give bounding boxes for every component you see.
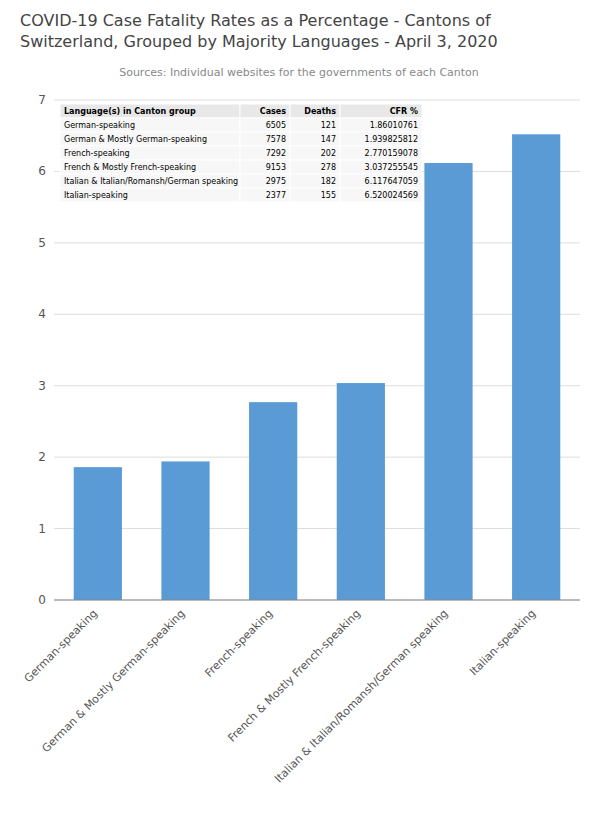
table-cell [240, 174, 290, 188]
table-cell [240, 118, 290, 132]
table-text: French & Mostly French-speaking [64, 163, 196, 172]
table-text: 2975 [266, 177, 286, 186]
grid-line [54, 385, 580, 386]
table-cell [60, 160, 240, 174]
table-text: 182 [321, 177, 336, 186]
table-cell [340, 146, 422, 160]
table-header-cell [290, 104, 340, 118]
grid-line [54, 457, 580, 458]
table-text: 202 [321, 149, 336, 158]
grid-line [54, 314, 580, 315]
title-line: Switzerland, Grouped by Majority Languag… [20, 32, 498, 51]
table-cell [340, 118, 422, 132]
grid-line [54, 528, 580, 529]
table-cell [340, 132, 422, 146]
y-tick-label: 2 [38, 450, 46, 464]
y-tick-label: 3 [38, 379, 46, 393]
subtitle: Sources: Individual websites for the gov… [119, 66, 479, 79]
chart: COVID-19 Case Fatality Rates as a Percen… [0, 0, 598, 832]
bar [424, 163, 472, 600]
x-tick-label: German & Mostly German-speaking [39, 607, 187, 755]
table-text: German & Mostly German-speaking [64, 135, 207, 144]
table-text: 6.520024569 [365, 191, 418, 200]
table-cell [60, 146, 240, 160]
table-text: French-speaking [64, 149, 130, 158]
bar [512, 134, 560, 600]
table-cell [290, 160, 340, 174]
table-cell [240, 132, 290, 146]
bar [337, 383, 385, 600]
table-cell [290, 174, 340, 188]
table-text: 147 [321, 135, 336, 144]
grid-line [54, 242, 580, 243]
table-text: 1.939825812 [365, 135, 418, 144]
table-header-cell [60, 104, 240, 118]
table-text: Italian & Italian/Romansh/German speakin… [64, 177, 238, 186]
x-tick-label: French-speaking [202, 607, 275, 680]
table: Language(s) in Canton group Cases Deaths CF… [60, 104, 422, 202]
table-cell [290, 146, 340, 160]
table-text: 1.86010761 [370, 121, 418, 130]
table-header: Language(s) in Canton group [64, 107, 196, 116]
title: COVID-19 Case Fatality Rates as a Percen… [20, 11, 498, 51]
y-tick-label: 7 [38, 93, 46, 107]
y-tick-label: 4 [38, 307, 46, 321]
table-cell [340, 188, 422, 202]
table-cell [340, 160, 422, 174]
table-text: 2377 [266, 191, 286, 200]
table-cell [290, 188, 340, 202]
table-text: 6.117647059 [365, 177, 418, 186]
table-cell [60, 118, 240, 132]
table-header: CFR % [390, 107, 418, 116]
table-text: 121 [321, 121, 336, 130]
table-text: 278 [321, 163, 336, 172]
x-tick-label: Italian-speaking [467, 607, 538, 678]
table-text: 155 [321, 191, 336, 200]
table-cell [290, 132, 340, 146]
bar [74, 467, 122, 600]
bar [161, 461, 209, 600]
table-header: Cases [260, 107, 286, 116]
table-text: 3.037255545 [365, 163, 418, 172]
y-tick-label: 5 [38, 236, 46, 250]
table-text: 2.770159078 [365, 149, 418, 158]
table-text: German-speaking [64, 121, 135, 130]
grid-line [54, 600, 580, 601]
y-tick-label: 1 [38, 522, 46, 536]
table-text: 7578 [266, 135, 286, 144]
grid-line [54, 100, 580, 101]
bar [249, 402, 297, 600]
bars [74, 134, 561, 600]
table-text: 9153 [266, 163, 286, 172]
table-header-cell [340, 104, 422, 118]
y-tick-label: 0 [38, 593, 46, 607]
title-line: COVID-19 Case Fatality Rates as a Percen… [20, 11, 491, 30]
table-cell [240, 160, 290, 174]
table-cell [60, 132, 240, 146]
table-header: Deaths [304, 107, 336, 116]
table-text: Italian-speaking [64, 191, 128, 200]
table-text: 6505 [266, 121, 286, 130]
x-axis-line [54, 600, 580, 601]
table-text: 7292 [266, 149, 286, 158]
table-cell [60, 174, 240, 188]
table-cell [340, 174, 422, 188]
table-cell [60, 188, 240, 202]
table-cell [240, 146, 290, 160]
x-tick-label: German-speaking [22, 607, 100, 685]
x-tick-label: Italian & Italian/Romansh/German speakin… [272, 607, 450, 785]
table-cell [290, 118, 340, 132]
grid [54, 100, 580, 600]
table-cell [240, 188, 290, 202]
y-tick-label: 6 [38, 164, 46, 178]
table-header-cell [240, 104, 290, 118]
